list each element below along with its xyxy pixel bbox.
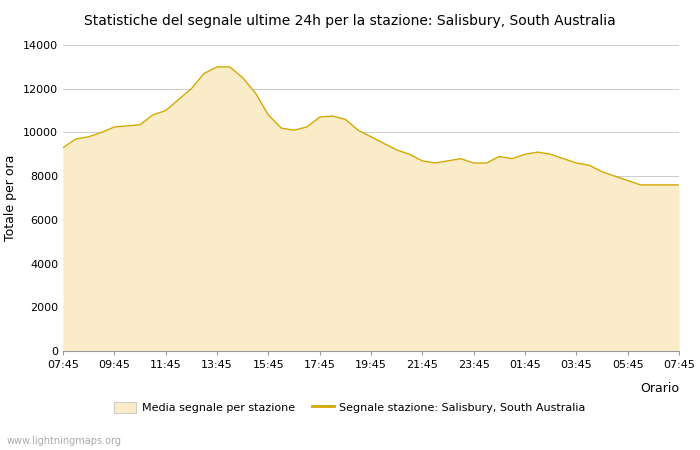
Text: www.lightningmaps.org: www.lightningmaps.org xyxy=(7,436,122,446)
Legend: Media segnale per stazione, Segnale stazione: Salisbury, South Australia: Media segnale per stazione, Segnale staz… xyxy=(110,397,590,418)
Text: Statistiche del segnale ultime 24h per la stazione: Salisbury, South Australia: Statistiche del segnale ultime 24h per l… xyxy=(84,14,616,27)
Text: Orario: Orario xyxy=(640,382,679,395)
Y-axis label: Totale per ora: Totale per ora xyxy=(4,155,18,241)
